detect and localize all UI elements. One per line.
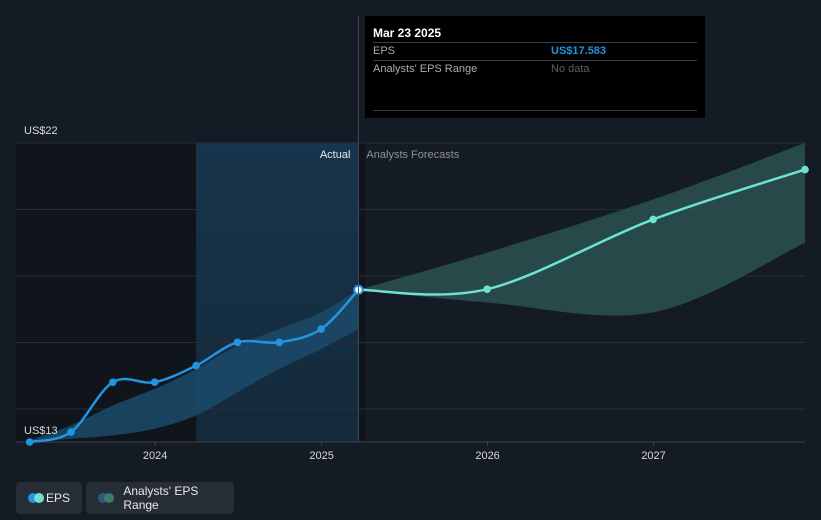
forecast-eps-point [801, 165, 809, 174]
x-tick-label: 2026 [475, 450, 499, 462]
actual-eps-point [109, 378, 117, 387]
tooltip: Mar 23 2025 EPS US$17.583 Analysts' EPS … [365, 16, 705, 118]
tooltip-date: Mar 23 2025 [373, 26, 442, 40]
axis-labels: US$22 US$13 Actual Analysts Forecasts 2024 20… [24, 125, 666, 462]
tooltip-row-eps: EPS US$17.583 [373, 42, 697, 60]
forecast-region-label: Analysts Forecasts [366, 149, 459, 161]
x-tick-label: 2027 [641, 450, 665, 462]
actual-range-band [29, 289, 359, 442]
eps-legend-icon [28, 493, 44, 503]
range-bands [29, 143, 805, 442]
forecast-range-band [358, 143, 805, 316]
legend-eps-label: EPS [45, 491, 70, 505]
actual-region-label: Actual [320, 149, 351, 161]
forecast-eps-line [358, 168, 806, 296]
eps-points [25, 165, 809, 446]
actual-eps-point [192, 361, 200, 370]
legend-range-label: Analysts' EPS Range [123, 484, 199, 512]
actual-eps-point [233, 338, 242, 347]
tooltip-range-value: No data [551, 63, 590, 75]
legend-eps[interactable]: EPS [16, 482, 82, 514]
actual-eps-point [67, 428, 75, 436]
legend-range[interactable]: Analysts' EPS Range [86, 482, 234, 514]
tooltip-spacer [373, 78, 697, 111]
tooltip-row-range: Analysts' EPS Range No data [373, 60, 697, 78]
y-axis-label-bottom: US$13 [24, 425, 58, 437]
actual-eps-point [275, 338, 284, 347]
x-tick-label: 2025 [309, 450, 333, 462]
tooltip-eps-label: EPS [373, 45, 396, 57]
actual-eps-point [25, 438, 34, 446]
forecast-eps-point [483, 285, 491, 293]
tooltip-eps-value: US$17.583 [551, 45, 607, 57]
tooltip-range-label: Analysts' EPS Range [373, 63, 478, 75]
actual-eps-point [150, 378, 159, 387]
range-legend-icon [98, 493, 115, 503]
forecast-eps-point [649, 215, 657, 224]
actual-eps-point [317, 325, 325, 333]
y-axis-label-top: US$22 [24, 125, 58, 137]
x-tick-label: 2024 [143, 450, 167, 462]
